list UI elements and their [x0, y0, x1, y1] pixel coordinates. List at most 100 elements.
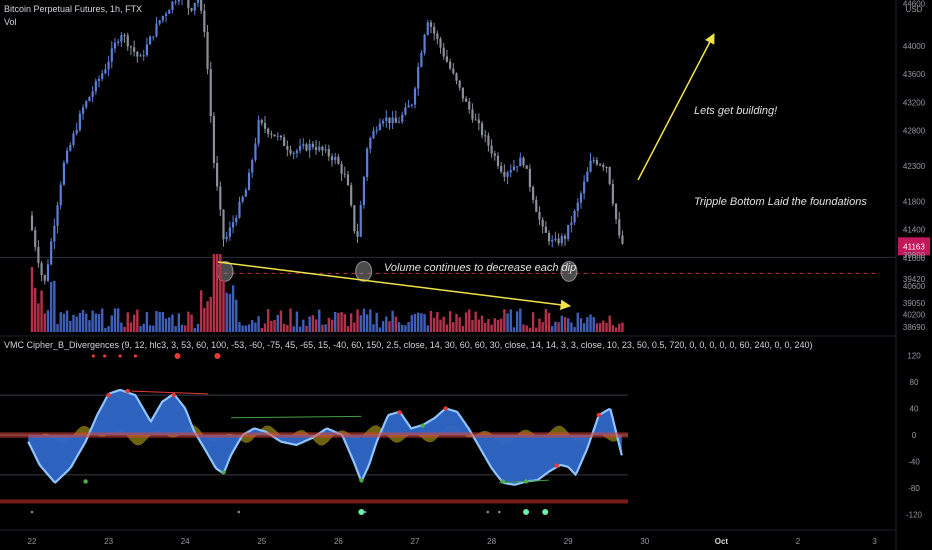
- candle-body: [203, 10, 206, 33]
- candle-body: [321, 146, 324, 151]
- candle-body: [493, 153, 496, 156]
- candle-body: [209, 69, 212, 117]
- candle-body: [53, 225, 56, 242]
- candle-body: [81, 107, 85, 114]
- volume-bar: [461, 326, 465, 332]
- candle-body: [519, 157, 522, 167]
- volume-bar: [292, 326, 295, 332]
- cross-dot: [397, 410, 402, 415]
- volume-trend-arrow: [217, 261, 572, 311]
- candle-body: [595, 160, 599, 165]
- time-axis[interactable]: 22 23 24 25 26 27 28 29 30 Oct 2 3: [28, 537, 878, 546]
- candle-body: [512, 166, 516, 171]
- volume-bar: [349, 313, 353, 332]
- volume-tick-label: 39050: [903, 299, 926, 308]
- indicator-tick-label: -120: [906, 511, 923, 520]
- candle-body: [611, 183, 614, 204]
- candle-body: [241, 196, 244, 202]
- candle-body: [164, 13, 168, 16]
- candle-body: [330, 156, 334, 161]
- volume-bar: [123, 326, 126, 332]
- volume-bar: [531, 312, 535, 332]
- indicator-label[interactable]: VMC Cipher_B_Divergences (9, 12, hlc3, 3…: [4, 340, 813, 350]
- candle-body: [219, 186, 222, 210]
- candle-body: [557, 238, 560, 244]
- volume-bar: [605, 322, 608, 332]
- volume-bar: [554, 321, 557, 332]
- candle-body: [381, 120, 385, 124]
- volume-bar: [464, 312, 468, 332]
- candle-body: [257, 120, 260, 144]
- volume-bar: [621, 322, 624, 332]
- symbol-title[interactable]: Bitcoin Perpetual Futures, 1h, FTX: [4, 4, 143, 14]
- volume-tick-label: 39420: [903, 275, 926, 284]
- buy-signal-dot: [523, 509, 530, 515]
- volume-bar: [104, 327, 107, 332]
- candle-body: [37, 247, 40, 264]
- candle-body: [366, 148, 369, 177]
- triple-bottom-marker: [355, 260, 373, 282]
- volume-bar: [506, 313, 509, 332]
- volume-bar: [560, 315, 564, 332]
- candle-body: [212, 116, 216, 163]
- volume-bar: [257, 316, 260, 332]
- volume-bar: [385, 316, 388, 332]
- volume-bar: [369, 309, 372, 332]
- candle-body: [136, 51, 139, 57]
- candle-body: [155, 23, 158, 37]
- volume-bar: [298, 326, 302, 332]
- candle-body: [410, 104, 413, 106]
- volume-bar: [359, 315, 362, 332]
- candle-body: [359, 205, 362, 237]
- volume-bar: [152, 325, 155, 332]
- volume-bar: [439, 319, 442, 332]
- candle-body: [583, 181, 586, 194]
- candle-body: [216, 162, 219, 187]
- volume-bar: [190, 314, 193, 332]
- volume-bar: [110, 315, 113, 332]
- candle-body: [177, 0, 180, 2]
- candle-body: [104, 69, 107, 74]
- candle-body: [171, 1, 174, 11]
- volume-bar: [177, 313, 181, 332]
- volume-bar: [544, 308, 548, 332]
- volume-bar: [442, 316, 445, 332]
- candle-body: [187, 0, 190, 9]
- volume-bar: [279, 310, 283, 332]
- price-axis[interactable]: USD 40200 40600 41000 41400 41800 42300 42800 43…: [898, 0, 930, 520]
- candle-body: [295, 150, 299, 153]
- candle-body: [426, 22, 429, 35]
- candle-body: [589, 160, 592, 172]
- candle-body: [133, 47, 136, 52]
- volume-bar: [286, 325, 289, 332]
- volume-bar: [305, 325, 308, 332]
- volume-bar: [375, 312, 378, 332]
- volume-bar: [586, 317, 589, 332]
- candle-body: [299, 146, 302, 151]
- volume-bar: [241, 325, 244, 332]
- volume-bar: [535, 327, 538, 332]
- wt-signal-bar: [0, 499, 628, 504]
- cross-dot: [554, 463, 559, 468]
- candle-body: [544, 226, 547, 233]
- volume-bar: [158, 311, 161, 332]
- candle-body: [270, 133, 273, 135]
- time-tick-label: 28: [487, 537, 496, 546]
- neutral-dot: [363, 510, 367, 514]
- candle-body: [458, 80, 461, 88]
- volume-label[interactable]: Vol: [4, 17, 17, 27]
- price-tick-label: 43200: [903, 98, 926, 107]
- volume-bar: [91, 310, 94, 332]
- candle-body: [436, 33, 439, 39]
- candle-body: [547, 232, 551, 242]
- sell-signal-dot: [174, 353, 181, 359]
- candle-body: [586, 171, 589, 182]
- candle-body: [516, 166, 519, 168]
- candle-body: [506, 172, 509, 177]
- annotation-volume: Volume continues to decrease each dip: [384, 262, 576, 274]
- candle-body: [528, 168, 531, 188]
- volume-bar: [225, 292, 228, 332]
- price-tick-label: 40600: [903, 282, 926, 291]
- candle-body: [423, 34, 426, 53]
- candle-body: [69, 144, 72, 151]
